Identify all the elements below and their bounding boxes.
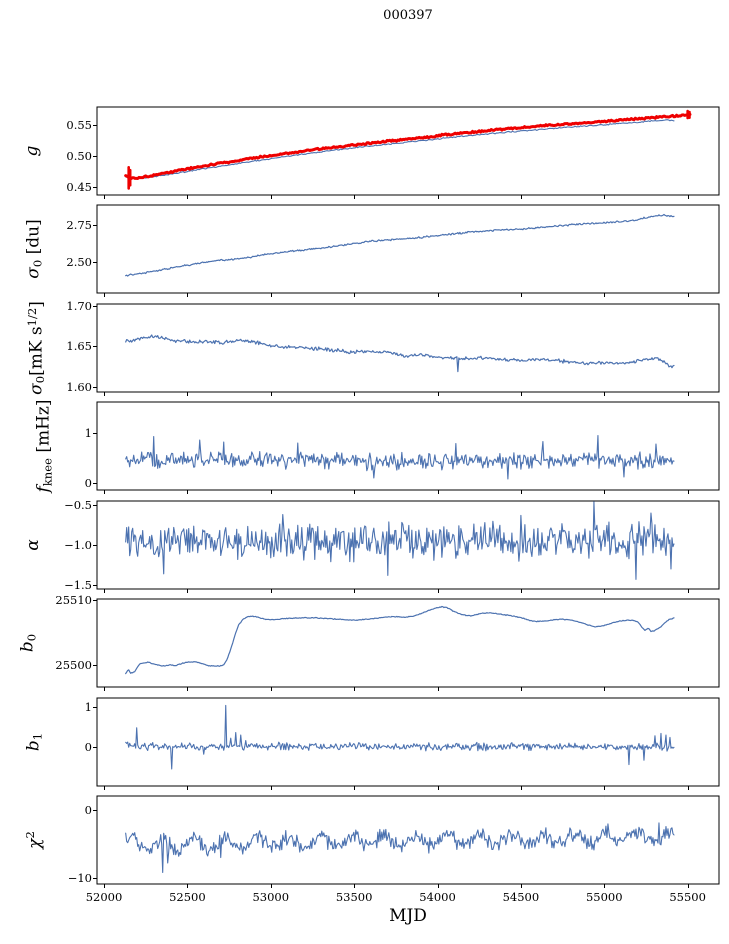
x-tick-label: 55000 [585, 890, 623, 904]
x-axis-label: MJD [389, 906, 427, 926]
chi2-line [125, 822, 675, 874]
x-tick-label: 53000 [252, 890, 290, 904]
y-tick-label: 25500 [55, 658, 92, 673]
y-axis-label-g: g [22, 146, 42, 157]
panel-frame-chi2 [96, 795, 720, 885]
alpha-line [125, 501, 675, 580]
y-axis-label-sigma0-du: σ0 [du] [24, 219, 45, 278]
y-tick-label: 1 [84, 700, 92, 714]
panel-frame-sigma0-mks [96, 303, 720, 393]
y-axis-label-segment: 1/2 [24, 307, 39, 327]
y-axis-label-segment: knee [40, 458, 55, 487]
y-axis-label-sigma0-mks: σ0[mK s1/2] [25, 301, 47, 395]
y-axis-label-segment: χ [24, 838, 45, 849]
y-axis-label-segment: ] [26, 301, 47, 308]
x-tick-label: 55500 [669, 890, 706, 904]
y-axis-label-segment: [du] [23, 219, 44, 260]
y-tick-label: 25510 [55, 593, 92, 608]
x-tick-label: 54500 [502, 890, 540, 904]
y-tick-label: 1.60 [66, 380, 92, 395]
y-tick-label: 1 [84, 426, 92, 440]
y-axis-label-segment: σ [26, 383, 47, 395]
y-axis-label-segment: α [23, 539, 43, 551]
y-tick-label: 1.70 [66, 298, 92, 313]
y-axis-label-chi2: χ2 [23, 831, 45, 849]
y-tick-label: −1.0 [64, 538, 92, 552]
y-axis-label-segment: b [23, 740, 44, 752]
b0-line [125, 605, 675, 675]
y-tick-label: 0.45 [66, 180, 92, 195]
y-axis-label-segment: 0 [33, 375, 48, 384]
y-axis-label-segment: [mHz] [33, 399, 54, 459]
y-axis-label-alpha: α [23, 539, 43, 550]
y-tick-label: −0.5 [64, 498, 92, 512]
panel-frame-b1 [96, 697, 720, 787]
y-tick-label: 0.55 [66, 117, 92, 132]
y-axis-label-segment: f [33, 486, 54, 493]
panel-frame-b0 [96, 598, 720, 688]
x-tick-label: 52500 [169, 890, 206, 904]
y-tick-label: −1.5 [64, 578, 92, 592]
y-tick-label: 2.50 [66, 254, 92, 269]
y-tick-label: 0 [84, 476, 92, 490]
b1-line [125, 704, 675, 770]
y-tick-label: 1.65 [66, 339, 92, 354]
chart-title: 000397 [383, 8, 433, 23]
y-tick-label: 0 [84, 740, 92, 754]
g-blue-line [125, 119, 675, 180]
y-axis-label-b1: b1 [24, 733, 45, 751]
g-red-line [124, 112, 692, 181]
y-tick-label: 0 [84, 802, 92, 817]
x-tick-label: 52000 [85, 890, 123, 904]
panel-frame-sigma0-du [96, 204, 720, 294]
x-tick-label: 54000 [419, 890, 456, 904]
y-axis-label-b0: b0 [18, 634, 39, 652]
panel-frame-g [96, 106, 720, 196]
x-tick-label: 53500 [335, 890, 373, 904]
y-tick-label: 0.50 [66, 149, 92, 164]
y-axis-label-segment: σ [23, 267, 44, 279]
y-axis-label-segment: g [22, 145, 42, 157]
y-axis-label-segment: 0 [24, 633, 39, 642]
y-axis-label-segment: b [17, 641, 38, 653]
y-axis-label-segment: 2 [23, 831, 38, 839]
y-tick-label: −10 [67, 870, 92, 885]
y-tick-label: 2.75 [66, 217, 92, 232]
y-axis-label-segment: 1 [30, 732, 45, 741]
y-axis-label-segment: 0 [30, 259, 45, 268]
y-axis-label-segment: [mK s [26, 326, 47, 376]
sigma0-du-line [125, 213, 675, 277]
y-axis-label-fknee: fknee [mHz] [34, 400, 55, 493]
fknee-line [125, 434, 675, 480]
panel-frame-fknee [96, 401, 720, 491]
sigma0-mks-line [125, 334, 675, 373]
